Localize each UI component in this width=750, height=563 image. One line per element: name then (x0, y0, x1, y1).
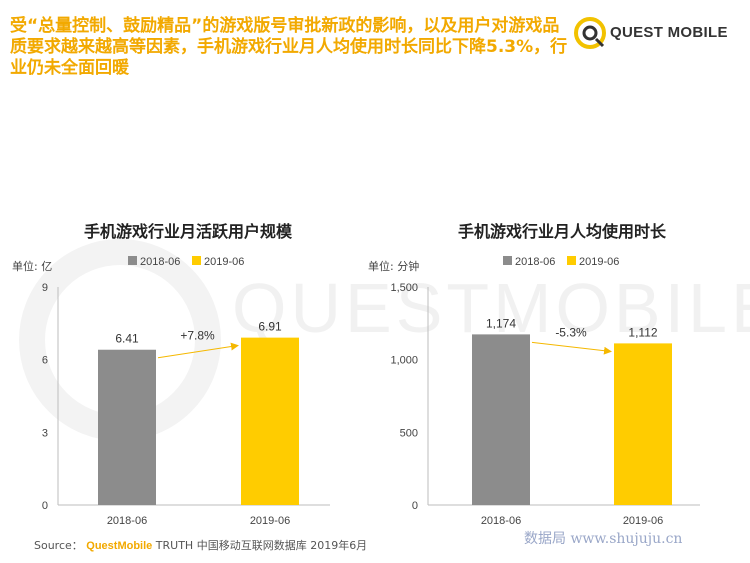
watermark-text: QUESTMOBILE (232, 269, 750, 347)
chart1-bar-2018-06 (98, 349, 156, 505)
chart1-change-arrow (157, 342, 239, 359)
chart1-x-tick-label: 2018-06 (107, 515, 147, 527)
chart2-y-tick-label: 1,000 (390, 355, 418, 367)
chart2-change-label: -5.3% (555, 325, 587, 339)
quest-mobile-logo-icon (574, 17, 606, 49)
chart1-legend-label-1: 2018-06 (140, 256, 180, 268)
chart2-legend-label-2: 2019-06 (579, 256, 619, 268)
chart2-legend-swatch-1 (503, 256, 512, 265)
chart1-x-tick-label: 2019-06 (250, 515, 290, 527)
chart1-y-tick-label: 0 (42, 500, 48, 512)
chart2-legend-label-1: 2018-06 (515, 256, 555, 268)
chart1-unit-label: 单位: 亿 (12, 259, 52, 273)
source-label: Source： (34, 539, 83, 552)
chart2-bar-2018-06 (472, 334, 530, 505)
chart1-bar-2019-06 (241, 337, 299, 505)
chart1-legend-label-2: 2019-06 (204, 256, 244, 268)
chart2-data-label: 1,112 (628, 325, 657, 339)
source-text: TRUTH 中国移动互联网数据库 2019年6月 (155, 539, 368, 552)
logo-text: QUEST MOBILE (610, 24, 728, 41)
chart1-y-tick-label: 9 (42, 282, 48, 294)
chart2-unit-label: 单位: 分钟 (368, 259, 419, 273)
chart1-legend-swatch-2 (192, 256, 201, 265)
chart2-y-tick-label: 500 (400, 427, 418, 439)
chart2-legend-swatch-2 (567, 256, 576, 265)
chart2-data-label: 1,174 (486, 316, 516, 330)
quest-mobile-logo: QUEST MOBILE (572, 12, 742, 54)
chart1-data-label: 6.41 (115, 332, 139, 346)
chart1-legend-swatch-1 (128, 256, 137, 265)
chart1-y-tick-label: 6 (42, 355, 48, 367)
chart2-bar-2019-06 (614, 343, 672, 505)
site-watermark: 数据局 www.shujuju.cn (524, 531, 683, 547)
chart1-title: 手机游戏行业月活跃用户规模 (84, 222, 293, 241)
chart1-data-label: 6.91 (258, 320, 282, 334)
chart2-y-tick-label: 1,500 (390, 282, 418, 294)
chart1-y-tick-label: 3 (42, 427, 48, 439)
source-note: Source： QuestMobile TRUTH 中国移动互联网数据库 201… (34, 537, 367, 553)
chart2-x-tick-label: 2018-06 (481, 515, 521, 527)
chart2-x-tick-label: 2019-06 (623, 515, 663, 527)
chart2-y-tick-label: 0 (412, 500, 418, 512)
source-brand: QuestMobile (86, 540, 153, 552)
chart2-title: 手机游戏行业月人均使用时长 (458, 222, 667, 241)
headline: 受“总量控制、鼓励精品”的游戏版号审批新政的影响，以及用户对游戏品质要求越来越高… (10, 16, 568, 78)
chart1-change-label: +7.8% (180, 329, 215, 343)
chart2-change-arrow (531, 341, 612, 355)
